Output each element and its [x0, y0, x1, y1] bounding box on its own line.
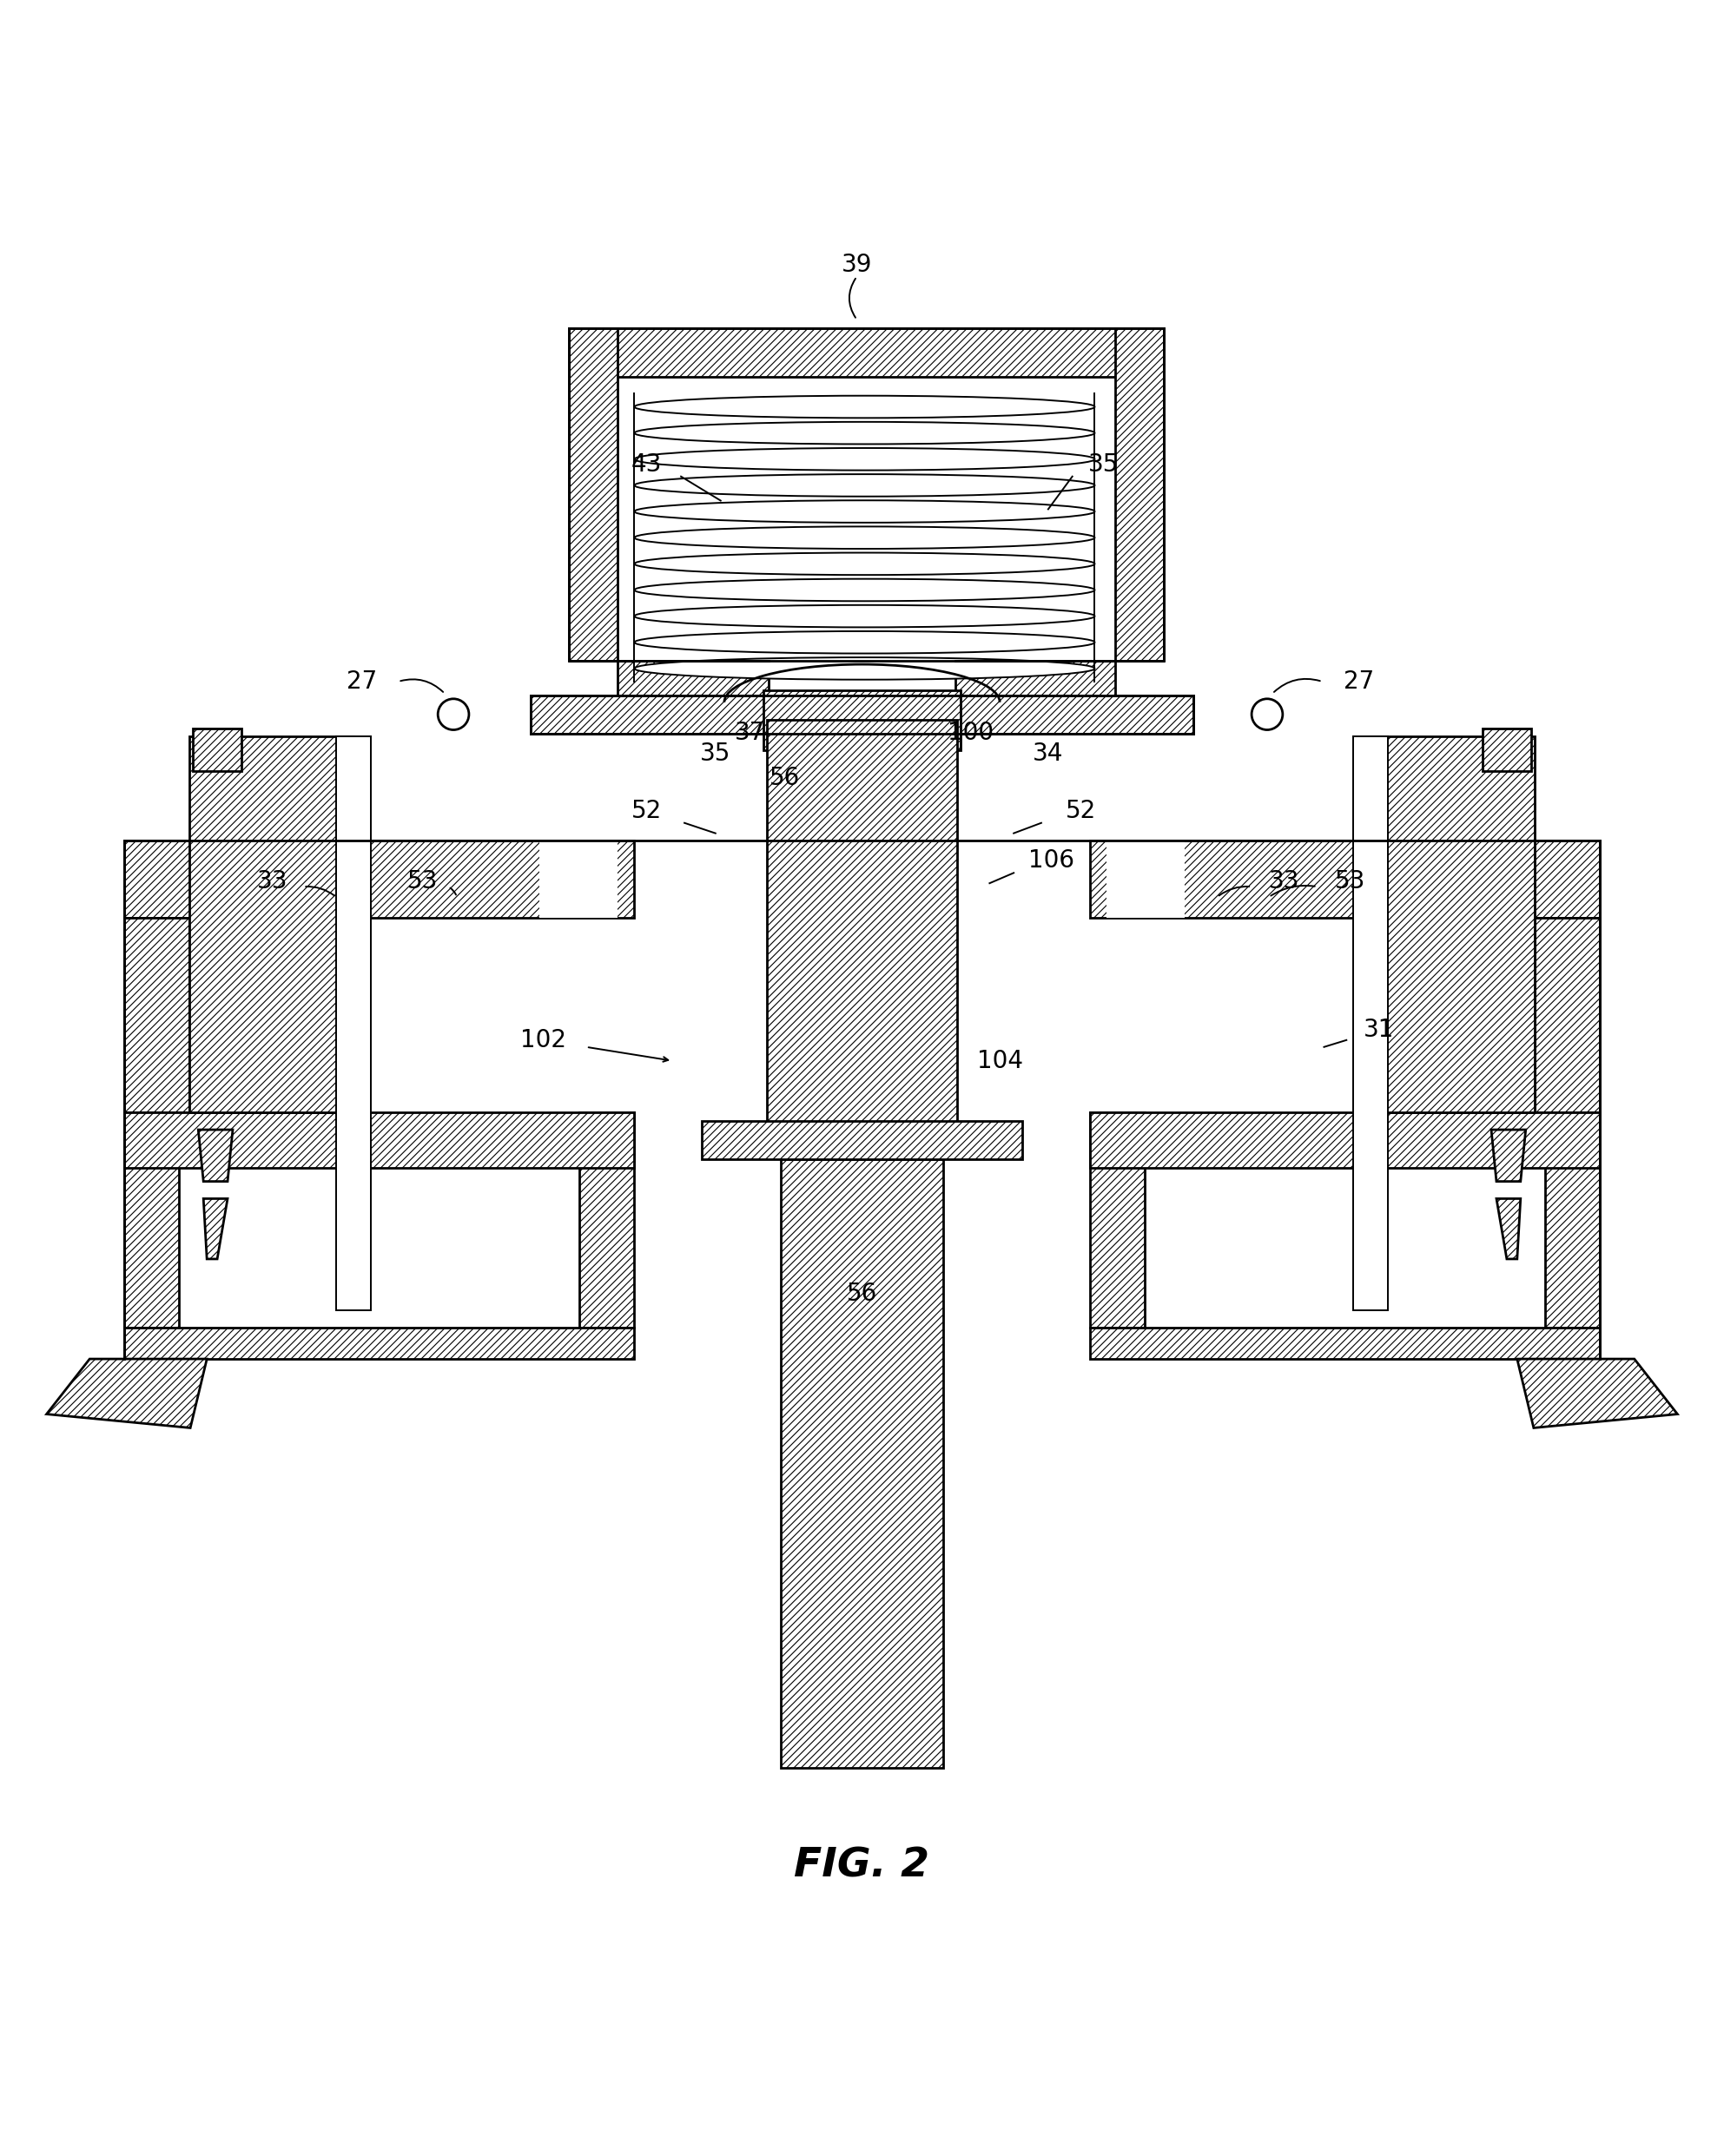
- Bar: [1090, 841, 1600, 918]
- Polygon shape: [1496, 1199, 1521, 1259]
- Bar: [124, 1328, 634, 1358]
- Bar: [124, 1112, 179, 1328]
- Polygon shape: [47, 1358, 207, 1427]
- Ellipse shape: [634, 474, 1095, 496]
- Polygon shape: [198, 1130, 233, 1181]
- Text: 37: 37: [734, 720, 765, 746]
- Ellipse shape: [634, 606, 1095, 627]
- Bar: [1545, 1112, 1600, 1328]
- Text: 104: 104: [978, 1048, 1022, 1074]
- Text: 39: 39: [841, 252, 872, 276]
- Circle shape: [438, 699, 469, 731]
- Bar: [1353, 737, 1388, 1311]
- Bar: [336, 737, 371, 1311]
- Bar: [190, 737, 353, 1112]
- Text: 53: 53: [1334, 869, 1365, 895]
- Ellipse shape: [634, 632, 1095, 653]
- Bar: [1483, 729, 1531, 772]
- Bar: [124, 918, 190, 1112]
- Bar: [1090, 1112, 1145, 1328]
- Bar: [617, 662, 769, 696]
- Bar: [531, 696, 769, 733]
- Ellipse shape: [634, 397, 1095, 418]
- Text: 31: 31: [1364, 1018, 1395, 1041]
- Bar: [124, 1112, 634, 1169]
- Bar: [1353, 918, 1388, 1130]
- Polygon shape: [1491, 1130, 1526, 1181]
- Bar: [1371, 737, 1534, 1112]
- Text: 100: 100: [948, 720, 993, 746]
- Bar: [955, 662, 1115, 696]
- Text: 35: 35: [700, 742, 731, 765]
- Text: 56: 56: [846, 1281, 878, 1307]
- Bar: [193, 729, 241, 772]
- Ellipse shape: [634, 658, 1095, 679]
- Bar: [1107, 841, 1184, 918]
- Bar: [1534, 918, 1600, 1112]
- Bar: [569, 328, 617, 662]
- Ellipse shape: [634, 578, 1095, 602]
- Text: 27: 27: [1343, 668, 1374, 694]
- Polygon shape: [1517, 1358, 1677, 1427]
- Bar: [190, 918, 336, 1112]
- Bar: [336, 918, 371, 1130]
- Ellipse shape: [634, 423, 1095, 444]
- Text: 106: 106: [1029, 849, 1074, 873]
- Text: 52: 52: [631, 798, 662, 824]
- Bar: [955, 696, 1193, 733]
- Text: 43: 43: [631, 453, 662, 476]
- Text: 35: 35: [1088, 453, 1119, 476]
- Bar: [569, 328, 1164, 377]
- Ellipse shape: [634, 552, 1095, 576]
- Text: 52: 52: [1065, 798, 1096, 824]
- Text: 33: 33: [1269, 869, 1300, 895]
- Bar: [540, 841, 617, 918]
- Text: 53: 53: [407, 869, 438, 895]
- Bar: [124, 841, 634, 918]
- Ellipse shape: [634, 500, 1095, 522]
- Ellipse shape: [634, 526, 1095, 550]
- Text: 33: 33: [257, 869, 288, 895]
- Circle shape: [1252, 699, 1283, 731]
- Bar: [617, 377, 1115, 662]
- Bar: [1090, 1328, 1600, 1358]
- Polygon shape: [203, 1199, 228, 1259]
- Ellipse shape: [634, 448, 1095, 470]
- Bar: [702, 1121, 1022, 1160]
- Text: 102: 102: [521, 1028, 565, 1052]
- Bar: [1090, 1112, 1600, 1169]
- Text: 56: 56: [769, 765, 800, 791]
- Text: FIG. 2: FIG. 2: [795, 1846, 929, 1884]
- Bar: [767, 720, 957, 1143]
- Bar: [579, 1112, 634, 1328]
- Text: 27: 27: [347, 668, 378, 694]
- Text: 34: 34: [1033, 742, 1064, 765]
- Bar: [1115, 328, 1164, 662]
- Bar: [781, 1160, 943, 1768]
- Bar: [764, 690, 960, 750]
- Bar: [1388, 918, 1534, 1112]
